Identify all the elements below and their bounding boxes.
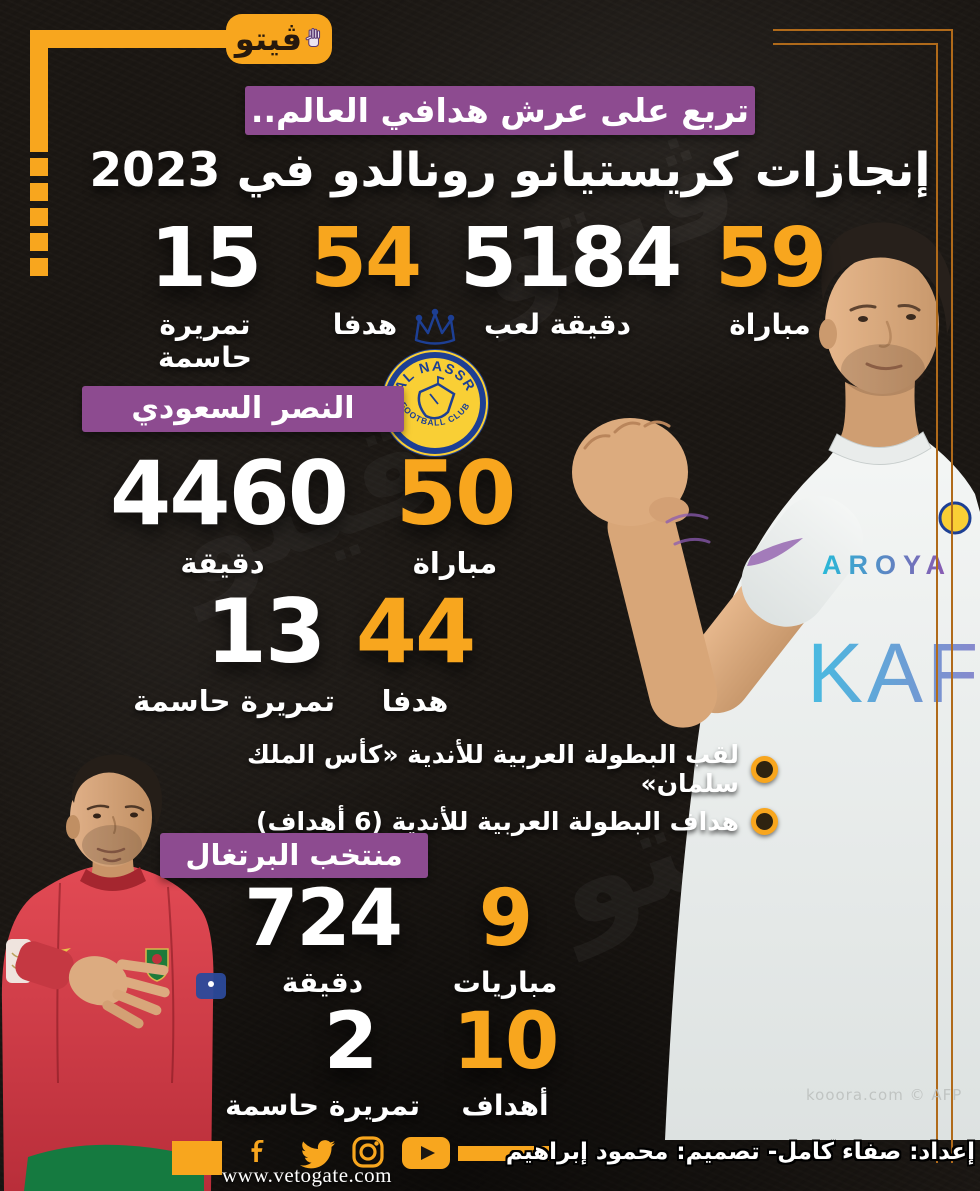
neck — [841, 380, 919, 448]
portugal-banner: منتخب البرتغال — [160, 833, 428, 878]
stat-value: 44 — [355, 580, 476, 683]
tagline-banner: تربع على عرش هدافي العالم.. — [245, 86, 755, 135]
shirt-brand-text: KAFU — [807, 626, 980, 720]
stat-label: مباراة — [729, 308, 811, 341]
stat-value: 13 — [205, 580, 326, 683]
twitter-icon[interactable] — [296, 1137, 336, 1169]
stat-overall-matches: 59 مباراة — [685, 211, 855, 342]
stat-label: تمريرة حاسمة — [158, 308, 252, 374]
stat-label: هدفا — [381, 684, 449, 718]
stat-value: 59 — [714, 211, 827, 306]
left-frame-horizontal — [30, 30, 230, 48]
stat-label: مباراة — [412, 546, 498, 580]
stat-overall-assists: 15 تمريرة حاسمة — [120, 211, 290, 375]
website-url[interactable]: www.vetogate.com — [222, 1163, 392, 1187]
right-frame-line — [951, 29, 953, 1163]
nike-swoosh — [747, 538, 803, 566]
arm-patch — [196, 973, 226, 999]
stat-label: دقيقة لعب — [484, 308, 631, 341]
achievement-item: لقب البطولة العربية للأندية «كأس الملك س… — [150, 740, 778, 798]
instagram-icon[interactable] — [352, 1136, 384, 1168]
youtube-icon[interactable] — [402, 1137, 450, 1169]
jersey-collar — [828, 431, 932, 465]
stat-label: تمريرة حاسمة — [225, 1089, 420, 1122]
frame-dash — [30, 258, 48, 276]
alnassr-club-logo: AL NASSR FOOTBALL CLUB — [381, 308, 489, 457]
stat-overall-goals: 54 هدفا — [295, 211, 435, 342]
right-frame-line — [773, 43, 938, 45]
portugal-collar — [80, 867, 146, 891]
stat-portugal-goals: 10 أهداف — [445, 1003, 565, 1122]
stat-value: 10 — [452, 997, 560, 1087]
right-frame-line — [773, 29, 953, 31]
stat-label: مباريات — [452, 966, 558, 999]
stat-label: أهداف — [461, 1089, 549, 1122]
stat-value: 15 — [149, 211, 262, 306]
frame-dash — [30, 233, 48, 251]
shirt-sponsor-text: AROYA — [822, 550, 952, 580]
achievement-text: هداف البطولة العربية للأندية (6 أهداف) — [256, 807, 739, 836]
stat-alnassr-goals: 44 هدفا — [345, 580, 485, 719]
stat-portugal-minutes: 724 دقيقة — [235, 880, 410, 999]
club-badge — [938, 501, 972, 535]
achievement-item: هداف البطولة العربية للأندية (6 أهداف) — [256, 807, 778, 836]
jersey-sleeve — [741, 496, 864, 627]
right-frame-line — [936, 43, 938, 1163]
stat-overall-minutes: 5184 دقيقة لعب — [460, 211, 682, 342]
ronaldo-portugal-photo — [1, 754, 226, 1191]
stat-value: 2 — [323, 997, 378, 1087]
bullet-icon — [751, 755, 778, 783]
stat-label: دقيقة — [281, 966, 364, 999]
stat-value: 9 — [478, 874, 533, 964]
footer-accent-bar — [458, 1146, 554, 1161]
stat-value: 5184 — [460, 211, 682, 306]
frame-dash — [30, 158, 48, 176]
stat-portugal-assists: 2 تمريرة حاسمة — [225, 997, 420, 1122]
crown-icon — [414, 308, 456, 345]
page-title: إنجازات كريستيانو رونالدو في 2023 — [89, 143, 931, 198]
stat-alnassr-assists: 13 تمريرة حاسمة — [133, 580, 335, 719]
photo-credit: kooora.com © AFP — [806, 1086, 963, 1104]
credits-text: إعداد: صفاء كامل- تصميم: محمود إبراهيم — [505, 1139, 975, 1165]
shirt-print-marks — [665, 513, 711, 546]
vetogate-logo-text: ڤيتو — [234, 20, 303, 58]
portugal-shorts — [24, 1144, 204, 1191]
left-frame-vertical — [30, 30, 48, 152]
stat-portugal-matches: 9 مباريات — [450, 880, 560, 999]
bullet-icon — [751, 808, 778, 835]
achievements-list: لقب البطولة العربية للأندية «كأس الملك س… — [150, 740, 778, 836]
stat-value: 4460 — [110, 442, 349, 545]
head — [66, 754, 162, 867]
frame-dash — [30, 208, 48, 226]
hand-icon — [305, 27, 321, 48]
stat-label: هدفا — [332, 308, 398, 341]
head — [819, 222, 954, 396]
stat-alnassr-minutes: 4460 دقيقة — [110, 442, 349, 581]
fist — [572, 418, 689, 526]
ronaldo-photo: AROYA KAFU — [572, 222, 980, 1140]
vetogate-logo[interactable]: ڤيتو — [226, 14, 332, 64]
stat-value: 724 — [244, 874, 403, 964]
alnassr-banner: النصر السعودي — [82, 386, 404, 432]
facebook-icon[interactable] — [246, 1133, 268, 1169]
stat-label: دقيقة — [180, 546, 265, 580]
stat-value: 50 — [395, 442, 516, 545]
footer-accent-square — [172, 1141, 222, 1175]
forearm — [607, 492, 718, 728]
achievement-text: لقب البطولة العربية للأندية «كأس الملك س… — [247, 740, 739, 798]
stat-label: تمريرة حاسمة — [133, 684, 335, 718]
stat-alnassr-matches: 50 مباراة — [385, 442, 525, 581]
stat-value: 54 — [309, 211, 422, 306]
hand-on-chest — [15, 941, 170, 1029]
frame-dash — [30, 183, 48, 201]
